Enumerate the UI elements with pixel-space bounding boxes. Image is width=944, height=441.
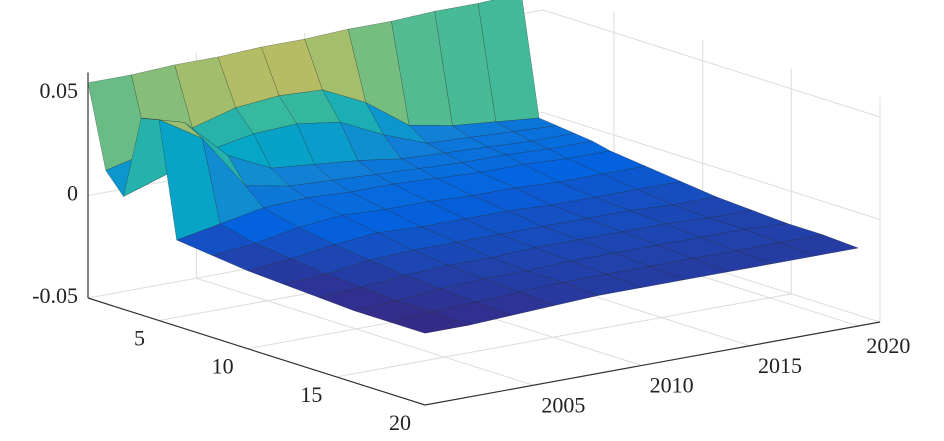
h-tick-label: 5: [134, 326, 145, 351]
h-tick-label: 15: [300, 382, 322, 407]
h-tick-label: 10: [212, 354, 234, 379]
year-axis: [424, 321, 881, 406]
h-grid-line: [336, 293, 792, 378]
z-tick-label: -0.05: [32, 283, 78, 308]
z-tick-label: 0: [67, 181, 78, 206]
h-axis: [87, 297, 426, 406]
year-tick-label: 2020: [866, 333, 910, 358]
year-grid-line: [196, 277, 534, 386]
h-tick-label: 20: [389, 410, 411, 435]
z-tick-label: 0.05: [40, 78, 79, 103]
year-tick-label: 2010: [650, 373, 694, 398]
surface-patch: [388, 311, 470, 334]
year-tick-label: 2005: [541, 392, 585, 417]
z-grid-line: [542, 9, 881, 118]
year-tick-label: 2015: [758, 353, 802, 378]
z-grid-line: [542, 112, 881, 220]
